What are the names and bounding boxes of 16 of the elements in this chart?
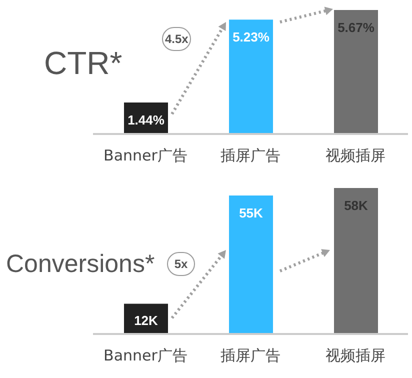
text: Conversions* [6,250,155,279]
text: CTR* [44,45,122,82]
data-label: 58K [344,198,369,213]
x-tick-label: Banner广告 [104,146,188,165]
x-tick-label: 插屏广告 [220,346,280,365]
data-label: 1.44% [128,112,165,128]
annotation: 4.5x [162,27,192,51]
data-label: 55K [239,206,264,221]
data-label: 5.23% [232,30,270,45]
x-tick-label: 插屏广告 [220,146,280,165]
data-label: 12K [134,312,159,328]
x-tick-label: 视频插屏 [326,146,386,165]
annotation: 5x [167,252,195,276]
x-tick-label: Banner广告 [104,346,188,365]
x-tick-label: 视频插屏 [326,346,386,365]
data-label: 5.67% [338,20,375,35]
